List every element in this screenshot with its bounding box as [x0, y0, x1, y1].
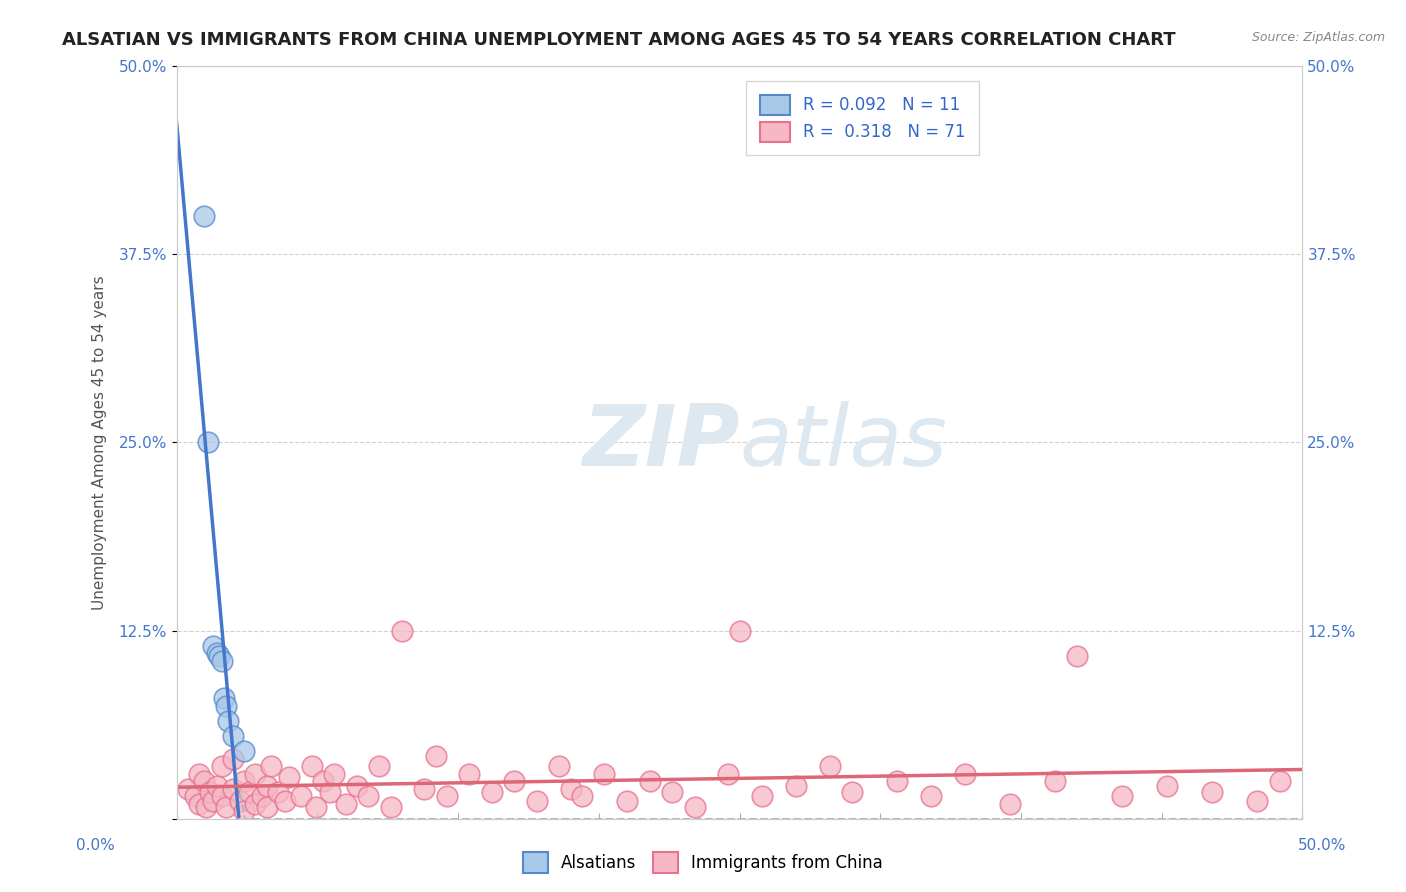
Point: [661, 785, 683, 799]
Point: [357, 789, 380, 804]
Legend: Alsatians, Immigrants from China: Alsatians, Immigrants from China: [516, 846, 890, 880]
Point: [368, 759, 391, 773]
Text: 0.0%: 0.0%: [76, 838, 115, 853]
Point: [728, 624, 751, 638]
Point: [208, 649, 231, 664]
Point: [301, 759, 323, 773]
Text: ALSATIAN VS IMMIGRANTS FROM CHINA UNEMPLOYMENT AMONG AGES 45 TO 54 YEARS CORRELA: ALSATIAN VS IMMIGRANTS FROM CHINA UNEMPL…: [62, 31, 1175, 49]
Point: [211, 789, 233, 804]
Point: [233, 805, 256, 819]
Point: [197, 435, 219, 450]
Text: Source: ZipAtlas.com: Source: ZipAtlas.com: [1251, 31, 1385, 45]
Point: [458, 767, 481, 781]
Point: [256, 800, 278, 814]
Text: 50.0%: 50.0%: [1298, 838, 1346, 853]
Point: [751, 789, 773, 804]
Point: [953, 767, 976, 781]
Point: [188, 767, 211, 781]
Point: [593, 767, 616, 781]
Point: [217, 714, 239, 728]
Point: [323, 767, 346, 781]
Point: [391, 624, 413, 638]
Point: [841, 785, 863, 799]
Point: [319, 785, 342, 799]
Text: ZIP: ZIP: [582, 401, 740, 483]
Point: [211, 654, 233, 668]
Point: [616, 794, 638, 808]
Point: [205, 779, 228, 793]
Point: [212, 691, 235, 706]
Point: [256, 779, 278, 793]
Point: [425, 748, 447, 763]
Point: [183, 789, 205, 804]
Y-axis label: Unemployment Among Ages 45 to 54 years: Unemployment Among Ages 45 to 54 years: [93, 275, 107, 609]
Point: [222, 781, 245, 796]
Point: [346, 779, 368, 793]
Point: [228, 794, 250, 808]
Point: [238, 785, 260, 799]
Point: [274, 794, 297, 808]
Point: [233, 744, 256, 758]
Point: [1066, 649, 1088, 664]
Point: [548, 759, 571, 773]
Legend: R = 0.092   N = 11, R =  0.318   N = 71: R = 0.092 N = 11, R = 0.318 N = 71: [747, 81, 979, 155]
Point: [920, 789, 942, 804]
Point: [267, 785, 290, 799]
Point: [201, 794, 224, 808]
Point: [211, 759, 233, 773]
Point: [215, 698, 238, 713]
Point: [188, 797, 211, 811]
Point: [252, 789, 274, 804]
Point: [278, 770, 301, 784]
Point: [245, 797, 267, 811]
Point: [785, 779, 807, 793]
Point: [886, 774, 908, 789]
Point: [503, 774, 526, 789]
Point: [200, 785, 222, 799]
Point: [193, 774, 215, 789]
Point: [560, 781, 582, 796]
Point: [222, 752, 245, 766]
Point: [1246, 794, 1268, 808]
Point: [1156, 779, 1178, 793]
Point: [571, 789, 593, 804]
Point: [260, 759, 283, 773]
Point: [683, 800, 706, 814]
Point: [312, 774, 335, 789]
Point: [481, 785, 503, 799]
Point: [215, 800, 238, 814]
Point: [380, 800, 402, 814]
Point: [335, 797, 357, 811]
Point: [818, 759, 841, 773]
Point: [1111, 789, 1133, 804]
Point: [233, 774, 256, 789]
Point: [245, 767, 267, 781]
Point: [193, 209, 215, 223]
Point: [305, 800, 328, 814]
Point: [177, 781, 200, 796]
Point: [290, 789, 312, 804]
Point: [436, 789, 458, 804]
Point: [1268, 774, 1291, 789]
Point: [201, 639, 224, 653]
Point: [1201, 785, 1223, 799]
Point: [638, 774, 661, 789]
Text: atlas: atlas: [740, 401, 948, 483]
Point: [1043, 774, 1066, 789]
Point: [222, 729, 245, 743]
Point: [717, 767, 740, 781]
Point: [413, 781, 436, 796]
Point: [205, 646, 228, 660]
Point: [998, 797, 1021, 811]
Point: [526, 794, 548, 808]
Point: [194, 800, 217, 814]
